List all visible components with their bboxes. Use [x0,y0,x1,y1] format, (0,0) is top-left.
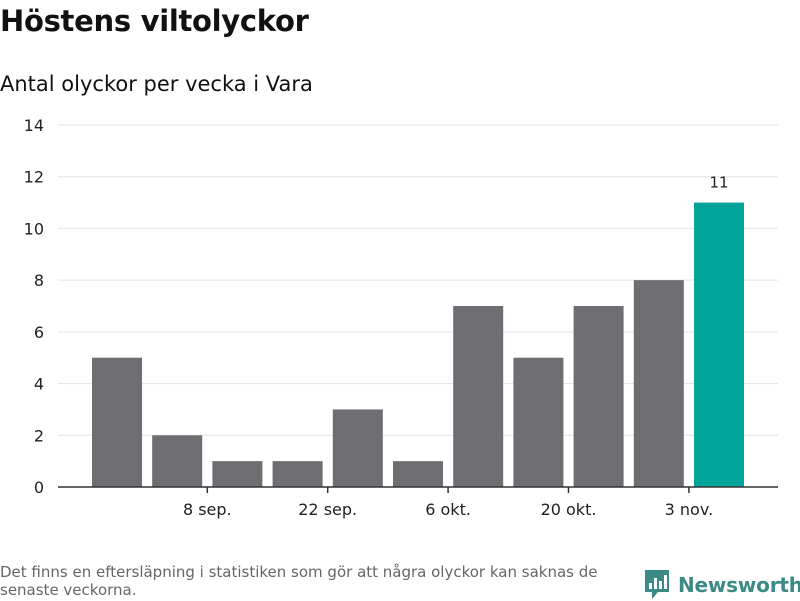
brand-name: Newsworthy [678,573,800,597]
x-tick-label: 3 nov. [665,500,714,519]
y-tick-label: 10 [24,219,44,238]
y-tick-label: 6 [34,323,44,342]
bar-chart: 0 2 4 6 8 10 12 14 11 8 sep. 22 sep. 6 okt. 20 okt. 3… [24,116,778,519]
data-label: 11 [709,174,728,192]
x-tick-label: 22 sep. [298,500,357,519]
y-tick-label: 12 [24,168,44,187]
labels: 0 2 4 6 8 10 12 14 11 8 sep. 22 sep. 6 okt. 20 okt. 3… [24,116,729,519]
y-tick-label: 14 [24,116,44,135]
bar [573,306,624,487]
y-tick-label: 8 [34,271,44,290]
footer-note: Det finns en eftersläpning i statistiken… [0,563,598,599]
x-tick-label: 8 sep. [183,500,232,519]
axes [58,486,778,493]
bar [152,435,203,487]
newsworthy-logo-icon [645,570,669,599]
bar [332,409,383,487]
chart-subtitle: Antal olyckor per vecka i Vara [0,72,313,96]
bar [453,306,504,487]
y-tick-label: 0 [34,478,44,497]
bar [212,461,263,487]
bar [513,357,564,487]
bar [633,280,684,487]
y-tick-label: 4 [34,375,44,394]
x-tick-label: 20 okt. [541,500,597,519]
bar [92,357,142,487]
y-tick-label: 2 [34,426,44,445]
brand[interactable]: Newsworthy [644,569,800,601]
bar [393,461,443,487]
bar-highlight [694,202,744,488]
bar [272,461,323,487]
chart-title: Höstens viltolyckor [0,4,309,38]
bars [92,202,744,488]
x-tick-label: 6 okt. [425,500,471,519]
